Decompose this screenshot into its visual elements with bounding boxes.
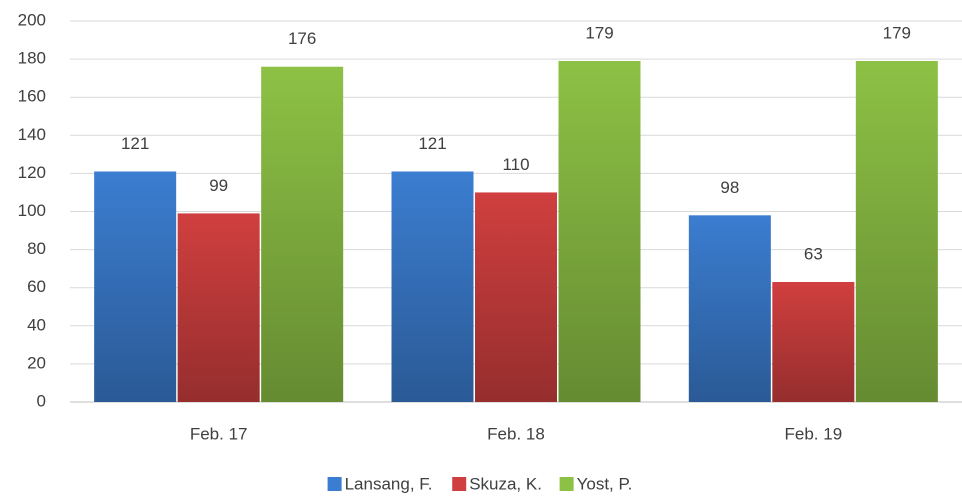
value-label: 121 — [121, 134, 149, 153]
x-tick-label: Feb. 17 — [190, 424, 248, 443]
y-tick-label: 0 — [37, 391, 46, 410]
bar — [94, 171, 177, 402]
y-tick-label: 120 — [18, 163, 46, 182]
x-tick-label: Feb. 19 — [785, 424, 843, 443]
y-tick-label: 40 — [27, 315, 46, 334]
value-label: 179 — [883, 23, 911, 42]
x-tick-label: Feb. 18 — [487, 424, 545, 443]
legend-label: Skuza, K. — [469, 474, 542, 493]
bar — [772, 281, 855, 402]
legend-label: Yost, P. — [577, 474, 633, 493]
bar — [261, 66, 344, 402]
y-tick-label: 20 — [27, 353, 46, 372]
bar — [855, 61, 938, 402]
value-label: 121 — [418, 134, 446, 153]
y-tick-label: 160 — [18, 87, 46, 106]
legend-swatch — [452, 477, 467, 491]
bar — [177, 213, 260, 402]
y-tick-label: 60 — [27, 277, 46, 296]
value-label: 99 — [209, 176, 228, 195]
y-tick-label: 100 — [18, 201, 46, 220]
y-tick-label: 80 — [27, 239, 46, 258]
bar — [558, 61, 641, 402]
bar — [391, 171, 474, 402]
value-label: 63 — [804, 244, 823, 263]
value-label: 98 — [720, 178, 739, 197]
legend-label: Lansang, F. — [345, 474, 433, 493]
value-label: 179 — [585, 23, 613, 42]
value-label: 110 — [502, 155, 529, 174]
value-label: 176 — [288, 29, 316, 48]
bar — [688, 215, 771, 402]
y-tick-label: 200 — [18, 10, 46, 29]
y-tick-label: 140 — [18, 125, 46, 144]
legend-swatch — [559, 477, 574, 491]
y-tick-label: 180 — [18, 49, 46, 68]
bar — [475, 192, 557, 402]
legend-swatch — [327, 477, 342, 491]
